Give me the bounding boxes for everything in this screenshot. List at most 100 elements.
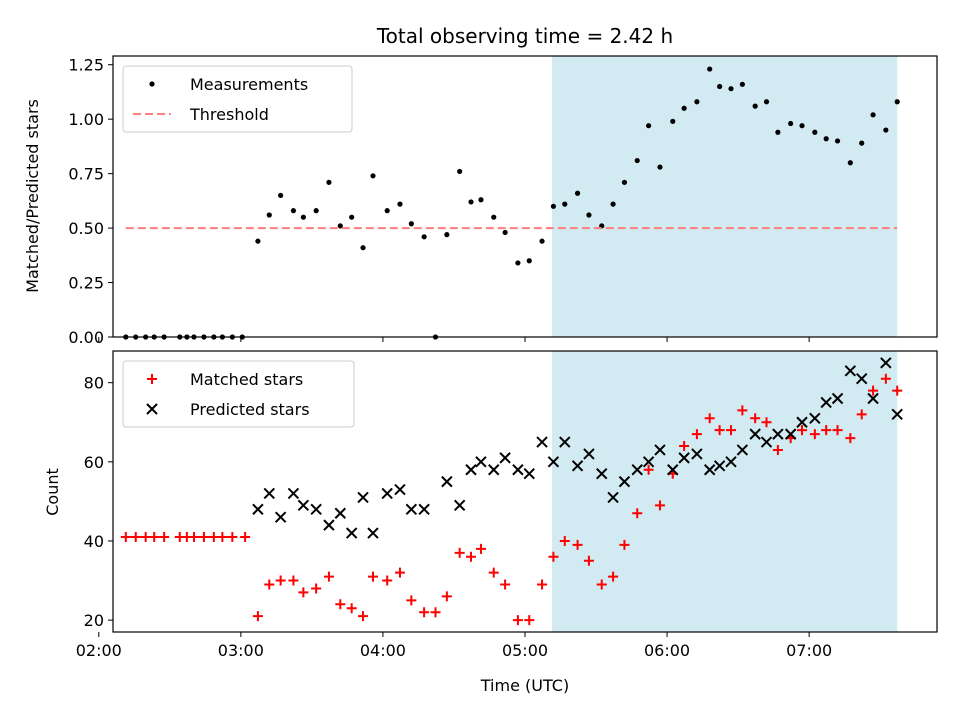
y-tick-label: 20 bbox=[84, 611, 104, 630]
data-point bbox=[357, 491, 369, 504]
data-point bbox=[608, 571, 619, 582]
data-point bbox=[287, 487, 300, 500]
data-point bbox=[643, 464, 654, 475]
data-point bbox=[539, 238, 545, 244]
y-tick-label: 60 bbox=[84, 453, 104, 472]
data-point bbox=[812, 129, 818, 135]
data-point bbox=[346, 603, 357, 614]
data-point bbox=[421, 234, 427, 240]
data-point bbox=[870, 112, 876, 118]
bottom-panel: 20 40 60 80 02:00 03:00 04:00 05:00 06:00 07:00 Ma… bbox=[76, 350, 938, 660]
data-point bbox=[453, 499, 466, 512]
y-tick-label: 1.00 bbox=[68, 110, 104, 129]
top-panel: 0.00 0.25 0.50 0.75 1.00 1.25 Measurements Thre… bbox=[68, 55, 938, 347]
data-point bbox=[297, 499, 310, 512]
data-point bbox=[855, 372, 868, 385]
data-point bbox=[394, 567, 405, 578]
data-point bbox=[536, 436, 548, 448]
data-point bbox=[313, 208, 319, 214]
data-point bbox=[596, 579, 607, 590]
x-tick-label: 03:00 bbox=[218, 641, 264, 660]
data-point bbox=[523, 467, 535, 480]
data-point bbox=[728, 86, 734, 92]
data-point bbox=[559, 535, 570, 546]
data-point bbox=[736, 444, 749, 456]
data-point bbox=[739, 81, 745, 87]
data-point bbox=[737, 405, 748, 416]
data-point bbox=[405, 503, 418, 516]
data-point bbox=[679, 440, 690, 451]
data-point bbox=[526, 258, 532, 264]
data-point bbox=[610, 201, 616, 207]
data-point bbox=[859, 140, 865, 146]
data-point bbox=[408, 221, 414, 227]
data-point bbox=[788, 120, 794, 127]
data-point bbox=[345, 527, 358, 539]
data-point bbox=[667, 464, 679, 476]
x-tick-label: 04:00 bbox=[360, 641, 406, 660]
data-point bbox=[370, 173, 376, 179]
data-point bbox=[419, 607, 430, 618]
data-point bbox=[678, 452, 690, 464]
data-point bbox=[703, 464, 716, 476]
data-point bbox=[475, 456, 487, 468]
data-point bbox=[337, 223, 343, 229]
data-point bbox=[263, 487, 275, 500]
data-point bbox=[252, 503, 264, 516]
data-point bbox=[799, 123, 805, 129]
data-point bbox=[809, 429, 820, 440]
data-point bbox=[499, 452, 511, 464]
axes-frame bbox=[112, 350, 938, 633]
data-point bbox=[130, 532, 141, 543]
data-point bbox=[288, 575, 299, 586]
data-point bbox=[444, 232, 450, 238]
data-point bbox=[707, 66, 713, 72]
data-point bbox=[335, 599, 346, 610]
data-point bbox=[891, 408, 903, 421]
legend-swatch bbox=[146, 403, 158, 415]
axes-frame bbox=[112, 55, 938, 338]
data-point bbox=[323, 519, 335, 531]
data-point bbox=[894, 99, 900, 105]
data-point bbox=[500, 579, 511, 590]
data-point bbox=[820, 396, 832, 409]
data-point bbox=[559, 436, 571, 448]
data-point bbox=[208, 532, 219, 543]
y-tick-label: 0.50 bbox=[68, 219, 104, 238]
y-tick-label: 0.75 bbox=[68, 165, 104, 184]
data-point bbox=[726, 425, 736, 436]
data-point bbox=[704, 413, 715, 424]
data-point bbox=[657, 164, 663, 170]
data-point bbox=[880, 373, 891, 384]
data-point bbox=[159, 532, 170, 543]
data-point bbox=[255, 238, 261, 244]
data-point bbox=[621, 179, 628, 185]
data-point bbox=[140, 532, 151, 543]
data-point bbox=[227, 532, 238, 543]
x-tick-label: 06:00 bbox=[644, 641, 690, 660]
data-point bbox=[491, 214, 497, 220]
data-point bbox=[217, 532, 228, 543]
data-point bbox=[323, 571, 334, 582]
data-point bbox=[631, 464, 643, 476]
data-point bbox=[670, 118, 676, 124]
data-point bbox=[752, 103, 758, 109]
legend-label: Matched stars bbox=[190, 370, 303, 389]
data-point bbox=[821, 425, 832, 436]
x-tick-label: 07:00 bbox=[786, 641, 832, 660]
legend-label: Measurements bbox=[190, 75, 308, 94]
data-point bbox=[867, 392, 879, 405]
data-point bbox=[252, 611, 263, 622]
data-point bbox=[547, 456, 560, 468]
y-tick-label: 0.00 bbox=[68, 328, 104, 347]
data-point bbox=[572, 539, 583, 550]
data-point bbox=[823, 136, 829, 142]
y-tick-label: 1.25 bbox=[68, 56, 104, 75]
data-point bbox=[394, 483, 406, 496]
data-point bbox=[349, 214, 355, 220]
data-point bbox=[634, 157, 640, 164]
data-point bbox=[441, 591, 452, 602]
data-point bbox=[847, 160, 853, 166]
data-point bbox=[749, 428, 761, 440]
data-point bbox=[809, 412, 821, 424]
